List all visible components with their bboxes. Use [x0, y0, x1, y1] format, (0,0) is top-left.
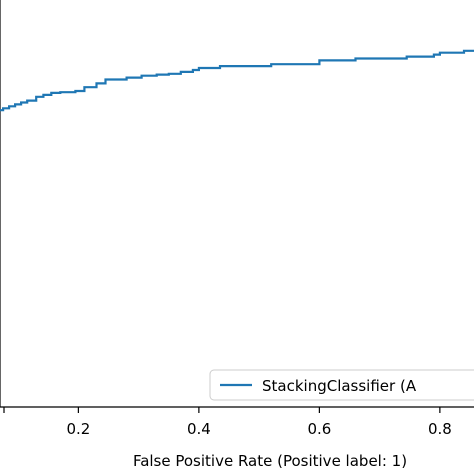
roc-curve-line	[0, 49, 474, 112]
axes	[0, 0, 474, 408]
legend-box	[209, 369, 474, 401]
x-axis-label: False Positive Rate (Positive label: 1)	[133, 452, 407, 470]
x-tick-label: 0.6	[307, 420, 331, 438]
legend: StackingClassifier (A	[209, 369, 474, 401]
x-axis-ticks: 0.2 0.4 0.6 0.8	[3, 407, 452, 438]
x-tick-label: 0.4	[187, 420, 211, 438]
x-tick-label: 0.2	[66, 420, 90, 438]
legend-label: StackingClassifier (A	[262, 377, 417, 395]
x-tick-label: 0.8	[428, 420, 452, 438]
series-layer	[0, 49, 474, 112]
